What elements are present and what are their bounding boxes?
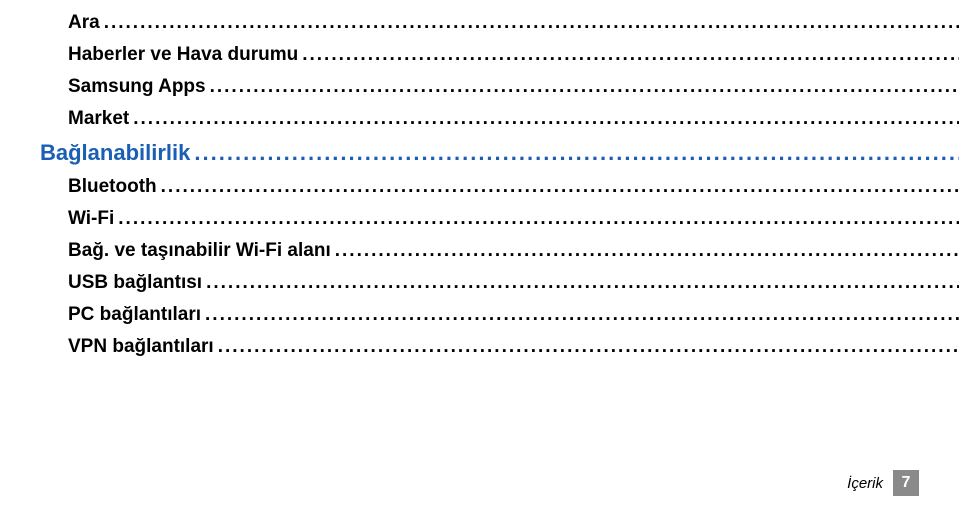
- toc-entry-row: PC bağlantıları81: [40, 304, 959, 326]
- toc-leader-dots: [133, 108, 959, 130]
- toc-leader-dots: [218, 336, 959, 358]
- toc-entry-row: Ara74: [40, 12, 959, 34]
- toc-entry-row: VPN bağlantıları82: [40, 336, 959, 358]
- toc-leader-dots: [118, 208, 959, 230]
- toc-entry-row: Wi-Fi79: [40, 208, 959, 230]
- footer-section-label: İçerik: [847, 475, 883, 492]
- toc-leader-dots: [194, 140, 959, 166]
- toc-entry-row: Samsung Apps75: [40, 76, 959, 98]
- toc-label: VPN bağlantıları: [68, 336, 214, 358]
- toc-leader-dots: [161, 176, 959, 198]
- toc-label: Wi-Fi: [68, 208, 114, 230]
- toc-leader-dots: [205, 304, 959, 326]
- toc-leader-dots: [206, 272, 959, 294]
- toc-label: Bluetooth: [68, 176, 157, 198]
- toc-leader-dots: [104, 12, 959, 34]
- toc-label: USB bağlantısı: [68, 272, 202, 294]
- toc-leader-dots: [210, 76, 959, 98]
- toc-entry-row: Haberler ve Hava durumu74: [40, 44, 959, 66]
- toc-label: Haberler ve Hava durumu: [68, 44, 298, 66]
- toc-label: Bağ. ve taşınabilir Wi-Fi alanı: [68, 240, 331, 262]
- toc-entry-row: USB bağlantısı81: [40, 272, 959, 294]
- toc-entry-row: Market76: [40, 108, 959, 130]
- toc-columns: Ara74Haberler ve Hava durumu74Samsung Ap…: [40, 12, 919, 368]
- toc-label: PC bağlantıları: [68, 304, 201, 326]
- toc-left-column: Ara74 Haberler ve Hava durumu74 Samsung Ap…: [40, 12, 959, 368]
- toc-leader-dots: [302, 44, 959, 66]
- footer-page-number: 7: [893, 470, 919, 496]
- toc-entry-row: Bluetooth77: [40, 176, 959, 198]
- toc-entry-row: Bağ. ve taşınabilir Wi-Fi alanı80: [40, 240, 959, 262]
- toc-label: Market: [68, 108, 129, 130]
- toc-leader-dots: [335, 240, 959, 262]
- toc-section-row: Bağlanabilirlik77: [40, 140, 959, 166]
- toc-label: Ara: [68, 12, 100, 34]
- page-footer: İçerik 7: [847, 470, 919, 496]
- toc-label: Samsung Apps: [68, 76, 206, 98]
- toc-label: Bağlanabilirlik: [40, 140, 190, 166]
